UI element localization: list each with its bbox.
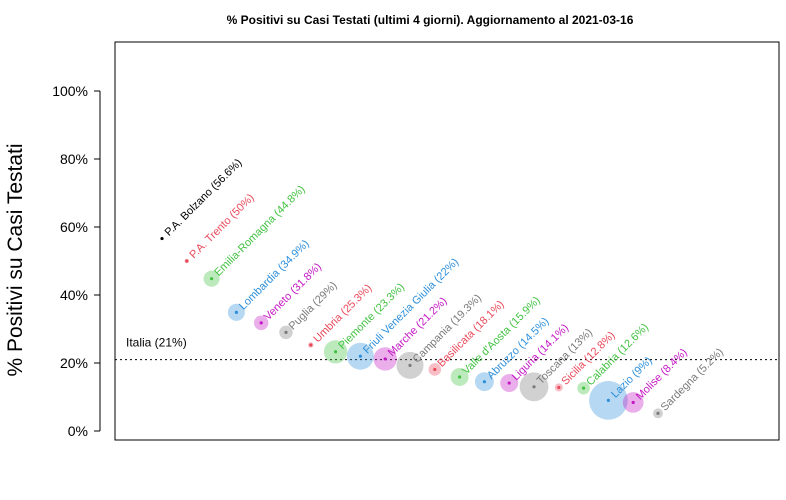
point-dot	[358, 354, 362, 358]
y-tick-label: 0%	[68, 423, 88, 439]
point-dot	[458, 375, 462, 379]
point-dot	[334, 350, 338, 354]
point-dot	[631, 400, 635, 405]
point-dot	[160, 236, 164, 241]
point-dot	[284, 330, 288, 334]
point-dot	[185, 259, 189, 263]
point-label: Sardegna (5.2%)	[659, 346, 726, 413]
point-dot	[656, 411, 660, 415]
y-tick-label: 40%	[60, 287, 88, 303]
plot-area	[114, 41, 780, 441]
point-dot	[383, 357, 387, 361]
y-tick-label: 100%	[52, 83, 88, 99]
chart-title: % Positivi su Casi Testati (ultimi 4 gio…	[227, 13, 634, 27]
point-dot	[408, 363, 412, 367]
point-dot	[210, 277, 214, 281]
point-label: P.A. Bolzano (56.6%)	[163, 157, 245, 239]
y-tick-label: 80%	[60, 151, 88, 167]
point-dot	[606, 398, 611, 402]
point-dot	[309, 343, 313, 347]
y-ticks: 0% 20% 40% 60% 80% 100%	[52, 83, 100, 439]
point-dot	[507, 381, 511, 385]
data-points: P.A. Bolzano (56.6%)P.A. Trento (50%)Emi…	[160, 157, 726, 420]
point-dot	[532, 385, 536, 389]
point-dot	[557, 385, 561, 390]
reference-line-label: Italia (21%)	[126, 336, 187, 350]
y-axis-label: % Positivi su Casi Testati	[4, 143, 27, 376]
y-tick-label: 20%	[60, 355, 88, 371]
point-dot	[433, 367, 437, 372]
point-dot	[482, 380, 486, 384]
point-dot	[259, 321, 263, 325]
point-dot	[234, 310, 238, 314]
point-dot	[582, 386, 586, 390]
y-tick-label: 60%	[60, 219, 88, 235]
